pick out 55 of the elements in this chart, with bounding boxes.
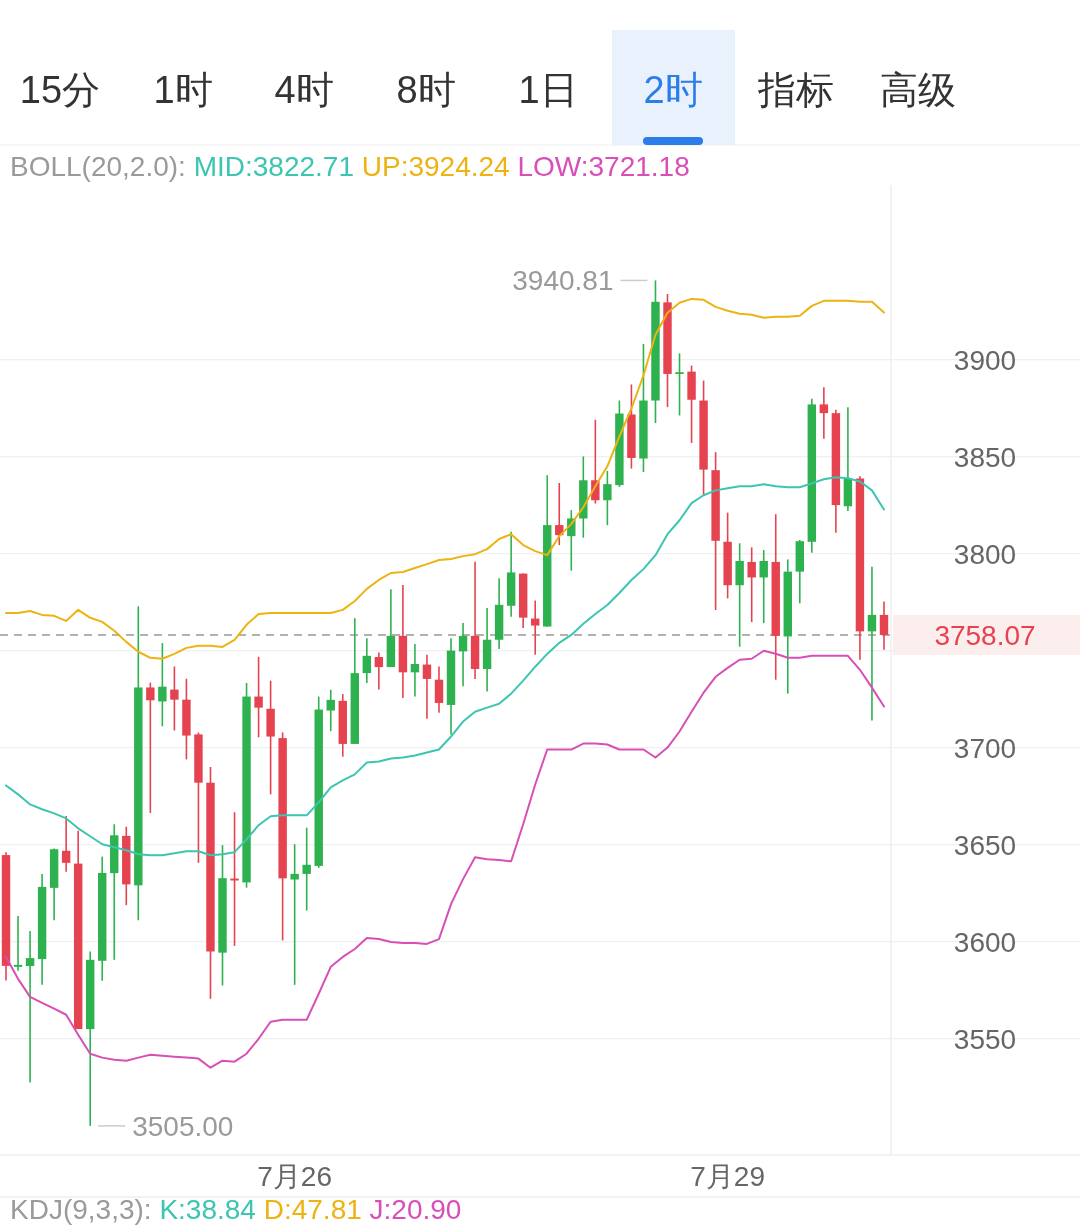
- candlestick: [530, 599, 540, 656]
- candlestick: [302, 826, 311, 912]
- candlestick: [422, 653, 432, 720]
- candlestick: [819, 386, 829, 440]
- candlestick: [759, 549, 768, 624]
- candlestick: [146, 681, 155, 814]
- line-series: [5, 476, 885, 857]
- candlestick: [254, 656, 263, 739]
- candlestick: [326, 688, 335, 732]
- candlestick: [675, 352, 684, 417]
- text: 指标: [757, 69, 834, 111]
- candlestick: [61, 815, 71, 873]
- line-series: [5, 649, 885, 1069]
- text: 1时: [153, 69, 213, 111]
- legend-title: BOLL(20,2.0):: [10, 151, 194, 182]
- text: K:38.84: [159, 1194, 264, 1225]
- y-tick-label: 3550: [953, 1023, 1017, 1055]
- text: 4时: [274, 69, 334, 111]
- y-tick-label: 3700: [953, 732, 1017, 764]
- candlestick: [879, 600, 889, 651]
- line-series: [5, 297, 885, 660]
- text: KDJ(9,3,3):: [10, 1194, 160, 1225]
- text: 8时: [396, 69, 456, 111]
- candlestick: [458, 622, 468, 688]
- text: D:47.81: [263, 1194, 370, 1225]
- text: MID:3822.71: [193, 151, 362, 182]
- x-tick-label: 7月29: [690, 1161, 765, 1192]
- candlestick: [434, 665, 444, 714]
- candlestick: [747, 546, 756, 623]
- candlestick: [13, 915, 23, 972]
- text: 1日: [518, 69, 578, 111]
- text: UP:3924.24: [361, 151, 518, 182]
- candlestick: [170, 665, 179, 732]
- candlestick: [867, 565, 877, 722]
- text: 高级: [880, 69, 956, 111]
- candlestick: [362, 637, 372, 684]
- text: LOW:3721.18: [517, 151, 690, 182]
- y-tick-label: 3800: [953, 538, 1017, 570]
- candlestick: [158, 642, 167, 728]
- candlestick: [290, 843, 299, 986]
- candlestick: [603, 470, 612, 526]
- y-tick-label: 3600: [953, 926, 1017, 958]
- y-tick-label: 3650: [953, 829, 1017, 861]
- candlestick: [25, 930, 35, 1084]
- text: J:20.90: [369, 1194, 462, 1225]
- candlestick: [374, 651, 384, 691]
- candlestick: [410, 643, 420, 698]
- y-tick-label: 3900: [953, 344, 1017, 376]
- annotation: 3505.00: [132, 1110, 234, 1142]
- ref-line-label: 3758.07: [934, 619, 1036, 651]
- text: 2时: [643, 69, 703, 111]
- text: 15分: [19, 69, 101, 111]
- y-tick-label: 3850: [953, 441, 1017, 473]
- annotation: 3940.81: [512, 265, 614, 297]
- x-tick-label: 7月26: [257, 1161, 333, 1192]
